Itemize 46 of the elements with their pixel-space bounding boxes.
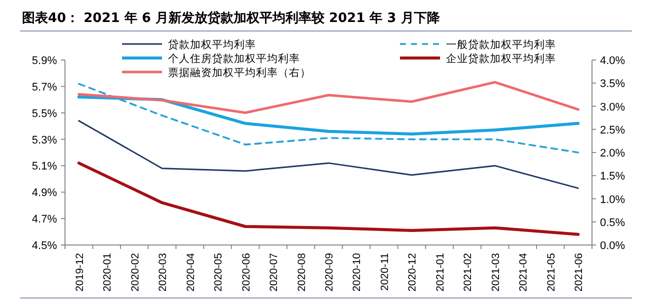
x-tick-label: 2020-03 xyxy=(157,252,170,292)
x-tick-label: 2020-06 xyxy=(240,252,252,292)
legend-label: 贷款加权平均利率 xyxy=(168,38,256,51)
y-tick-label: 5.9% xyxy=(32,55,58,67)
x-tick-label: 2021-05 xyxy=(545,252,558,292)
chart-title: 图表40： 2021 年 6 月新发放贷款加权平均利率较 2021 年 3 月下降 xyxy=(22,10,441,26)
legend-label: 一般贷款加权平均利率 xyxy=(446,38,556,51)
line-series xyxy=(78,120,579,189)
y2-tick-label: 1.0% xyxy=(600,194,626,206)
x-tick-label: 2020-08 xyxy=(296,252,308,292)
y-tick-label: 5.3% xyxy=(32,134,58,146)
y-tick-label: 5.5% xyxy=(32,108,58,120)
y2-tick-label: 0.5% xyxy=(600,216,626,229)
y2-tick-label: 1.5% xyxy=(600,170,626,183)
line-series xyxy=(78,82,580,154)
x-tick-label: 2020-12 xyxy=(406,252,419,292)
y-tick-label: 4.7% xyxy=(32,214,58,226)
line-series xyxy=(78,80,580,114)
y2-tick-label: 4.0% xyxy=(600,55,626,67)
x-tick-label: 2021-04 xyxy=(518,252,530,292)
x-tick-label: 2021-01 xyxy=(434,252,446,292)
legend-label: 票据融资加权平均利率（右） xyxy=(168,66,311,79)
line-series xyxy=(77,162,580,236)
y2-tick-label: 3.5% xyxy=(600,78,626,90)
y2-tick-label: 3.0% xyxy=(600,101,626,114)
legend-label: 企业贷款加权平均利率 xyxy=(446,52,556,65)
x-tick-label: 2020-09 xyxy=(324,252,336,292)
y2-tick-label: 2.0% xyxy=(600,148,626,160)
x-tick-label: 2020-01 xyxy=(102,252,114,292)
x-tick-label: 2020-10 xyxy=(351,252,364,292)
x-tick-label: 2020-02 xyxy=(129,252,142,292)
y-tick-label: 4.5% xyxy=(32,240,58,252)
x-tick-label: 2020-04 xyxy=(184,252,197,292)
x-tick-label: 2021-02 xyxy=(462,252,474,292)
x-tick-label: 2020-11 xyxy=(378,252,391,291)
y-tick-label: 4.9% xyxy=(32,187,58,200)
y2-tick-label: 0.0% xyxy=(600,240,626,252)
y2-tick-label: 2.5% xyxy=(600,124,626,136)
legend-label: 个人住房贷款加权平均利率 xyxy=(168,52,300,65)
y-tick-label: 5.7% xyxy=(32,81,58,94)
x-tick-label: 2021-06 xyxy=(573,252,586,292)
x-tick-label: 2021-03 xyxy=(490,252,502,292)
x-tick-label: 2019-12 xyxy=(74,252,86,292)
y-tick-label: 5.1% xyxy=(32,160,58,173)
x-tick-label: 2020-05 xyxy=(212,252,225,292)
x-tick-label: 2020-07 xyxy=(268,252,280,292)
